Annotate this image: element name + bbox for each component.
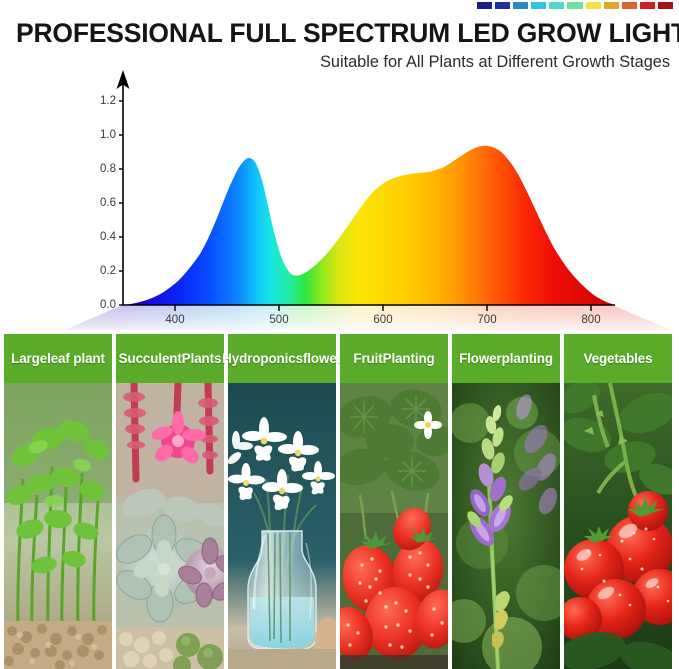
up-arrow-icon [116,70,130,89]
hosta-flower-photo [452,383,560,669]
panel-label-line2: flower [302,350,342,366]
intensity-axis [116,70,130,306]
y-tick-label: 0.8 [100,163,116,175]
panel-label: Vegetables [564,334,672,383]
spectrum-swatch-bar [477,2,674,9]
x-tick-label: 800 [581,314,601,326]
spectrum-swatch [621,2,637,9]
panel-label: Flower planting [452,334,560,383]
panel-flower-planting[interactable]: Flower planting [452,334,560,669]
panel-large-leaf-plant[interactable]: Large leaf plant [4,334,112,669]
spectrum-swatch [495,2,511,9]
spectrum-swatch [657,2,674,9]
panel-label-line1: Large [11,350,48,366]
y-tick-label: 0.0 [100,299,116,311]
plant-panel-strip: Large leaf plant [0,334,679,669]
spectrum-chart: 0.0 0.2 0.4 0.6 0.8 1.0 1.2 400 500 600 … [0,62,679,330]
spectrum-swatch [603,2,619,9]
panel-label: Large leaf plant [4,334,112,383]
panel-fruit-planting[interactable]: Fruit Planting [340,334,448,669]
panel-succulent-plants[interactable]: Succulent Plants [116,334,224,669]
white-flowers-photo [228,383,336,669]
y-tick-label: 0.2 [100,265,116,277]
panel-label-line2: planting [501,350,553,366]
succulents-photo [116,383,224,669]
panel-label-line1: Hydroponics [222,350,303,366]
panel-label-line2: Plants [181,350,222,366]
panel-label-line1: Flower [459,350,502,366]
x-tick-label: 500 [269,314,289,326]
panel-label-line1: Vegetables [583,350,653,366]
strawberries-photo [340,383,448,669]
x-tick-label: 400 [165,314,185,326]
panel-vegetables[interactable]: Vegetables [564,334,672,669]
spectrum-swatch [513,2,529,9]
page-title: PROFESSIONAL FULL SPECTRUM LED GROW LIGH… [16,18,679,48]
panel-label: Hydroponics flower [222,334,342,383]
y-tick-label: 0.6 [100,197,116,209]
spectrum-swatch [477,2,493,9]
x-tick-label: 700 [477,314,497,326]
y-tick-label: 1.2 [100,95,116,107]
tomatoes-photo [564,383,672,669]
panel-label: Fruit Planting [340,334,448,383]
spectrum-curve [123,145,612,305]
wavelength-axis [123,304,615,311]
leafy-greens-photo [4,383,112,669]
panel-label-line1: Succulent [118,350,182,366]
light-beam [65,305,670,330]
y-tick-label: 0.4 [100,231,116,243]
spectrum-swatch [531,2,547,9]
page-subtitle: Suitable for All Plants at Different Gro… [320,53,670,71]
spectrum-swatch [567,2,583,9]
spectrum-chart-svg [65,70,670,330]
panel-label-line2: Planting [382,350,435,366]
spectrum-swatch [549,2,565,9]
spectrum-swatch [639,2,655,9]
spectrum-swatch [585,2,601,9]
x-tick-label: 600 [373,314,393,326]
panel-label-line1: Fruit [353,350,383,366]
y-tick-label: 1.0 [100,129,116,141]
panel-hydroponics-flower[interactable]: Hydroponics flower [222,334,342,669]
panel-label: Succulent Plants [116,334,224,383]
panel-label-line2: leaf plant [47,350,105,366]
